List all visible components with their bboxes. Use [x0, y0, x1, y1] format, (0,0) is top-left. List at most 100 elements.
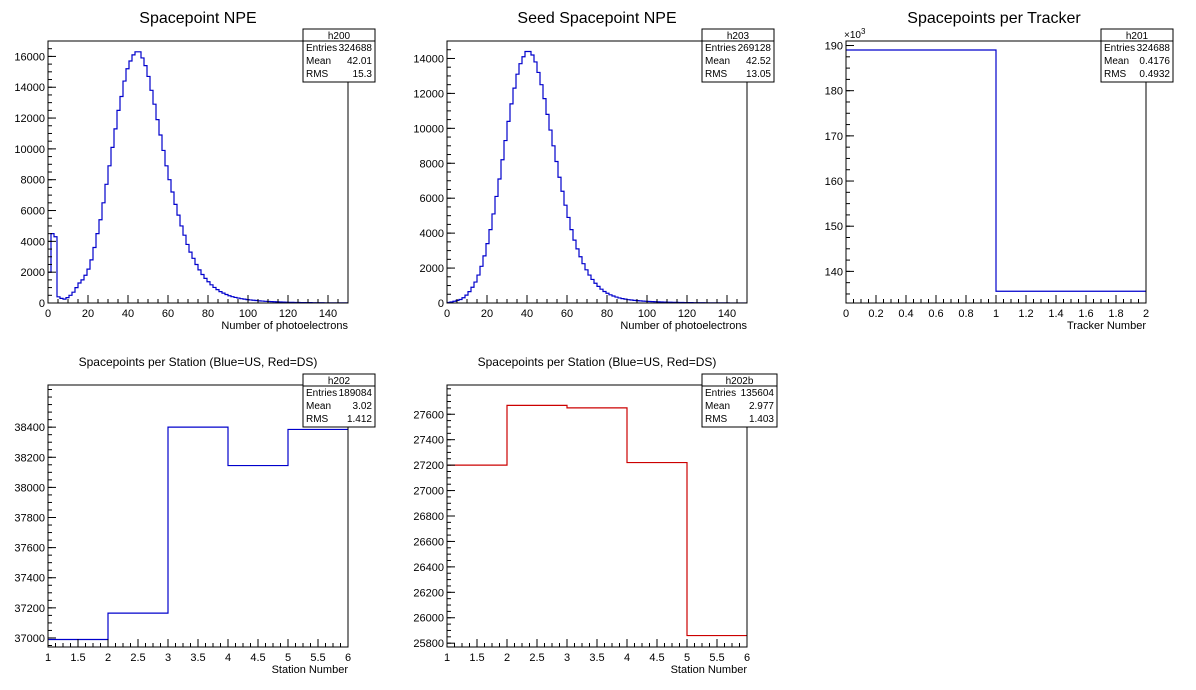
x-tick-label: 0 [45, 308, 51, 320]
stats-histogram-name: h202 [328, 376, 351, 387]
chart-title: Spacepoints per Station (Blue=US, Red=DS… [478, 355, 717, 369]
x-tick-label: 80 [202, 308, 214, 320]
x-tick-label: 4 [225, 652, 231, 664]
x-tick-label: 4 [624, 652, 630, 664]
y-tick-label: 0 [39, 298, 45, 310]
y-tick-label: 14000 [14, 82, 45, 94]
stats-label: Mean [705, 56, 730, 67]
stats-value: 135604 [741, 388, 775, 399]
stats-value: 42.52 [746, 56, 771, 67]
y-tick-label: 150 [825, 221, 843, 233]
x-tick-label: 20 [481, 308, 493, 320]
stats-label: RMS [705, 69, 728, 80]
y-tick-label: 170 [825, 131, 843, 143]
y-tick-label: 16000 [14, 51, 45, 63]
x-tick-label: 80 [601, 308, 613, 320]
x-tick-label: 0.2 [868, 308, 883, 320]
x-tick-label: 3.5 [589, 652, 604, 664]
x-tick-label: 1.2 [1018, 308, 1033, 320]
y-tick-label: 6000 [21, 206, 45, 218]
x-tick-label: 0 [444, 308, 450, 320]
stats-value: 189084 [339, 388, 373, 399]
y-tick-label: 4000 [420, 228, 444, 240]
stats-value: 324688 [1137, 43, 1171, 54]
y-tick-label: 180 [825, 86, 843, 98]
y-tick-label: 12000 [413, 88, 444, 100]
x-tick-label: 0.6 [928, 308, 943, 320]
x-axis-title: Station Number [272, 664, 349, 676]
stats-label: Mean [306, 56, 331, 67]
stats-label: Mean [705, 401, 730, 412]
x-tick-label: 5 [684, 652, 690, 664]
x-tick-label: 5.5 [310, 652, 325, 664]
y-tick-label: 37600 [14, 543, 45, 555]
x-tick-label: 60 [162, 308, 174, 320]
x-tick-label: 2 [105, 652, 111, 664]
stats-value: 42.01 [347, 56, 372, 67]
x-tick-label: 6 [345, 652, 351, 664]
stats-label: RMS [705, 414, 728, 425]
x-tick-label: 120 [678, 308, 696, 320]
x-tick-label: 0 [843, 308, 849, 320]
stats-value: 13.05 [746, 69, 771, 80]
x-tick-label: 4.5 [649, 652, 664, 664]
x-tick-label: 1.5 [469, 652, 484, 664]
y-tick-label: 27000 [413, 486, 444, 498]
stats-value: 324688 [339, 43, 373, 54]
y-tick-label: 8000 [21, 175, 45, 187]
stats-histogram-name: h200 [328, 31, 351, 42]
x-tick-label: 40 [521, 308, 533, 320]
y-tick-label: 6000 [420, 193, 444, 205]
y-tick-label: 37800 [14, 513, 45, 525]
stats-label: Entries [705, 43, 736, 54]
x-tick-label: 0.8 [958, 308, 973, 320]
y-tick-label: 26800 [413, 511, 444, 523]
stats-label: Entries [1104, 43, 1135, 54]
chart-title: Spacepoints per Tracker [907, 10, 1081, 27]
x-tick-label: 1 [45, 652, 51, 664]
y-tick-label: 37200 [14, 603, 45, 615]
histogram-series [447, 404, 747, 637]
y-tick-label: 26600 [413, 536, 444, 548]
stats-label: Entries [705, 388, 736, 399]
chart-title: Spacepoints per Station (Blue=US, Red=DS… [79, 355, 318, 369]
chart-title: Spacepoint NPE [139, 10, 256, 27]
chart-title: Seed Spacepoint NPE [517, 10, 676, 27]
stats-histogram-name: h201 [1126, 31, 1149, 42]
y-tick-label: 26000 [413, 613, 444, 625]
stats-value: 0.4176 [1139, 56, 1170, 67]
stats-label: RMS [1104, 69, 1127, 80]
x-tick-label: 140 [319, 308, 337, 320]
x-tick-label: 5 [285, 652, 291, 664]
stats-value: 0.4932 [1139, 69, 1170, 80]
x-tick-label: 40 [122, 308, 134, 320]
y-tick-label: 140 [825, 266, 843, 278]
stats-histogram-name: h202b [726, 376, 754, 387]
x-axis-title: Number of photoelectrons [221, 320, 348, 332]
x-tick-label: 120 [279, 308, 297, 320]
stats-label: Mean [1104, 56, 1129, 67]
histogram-series [846, 49, 1146, 292]
x-tick-label: 4.5 [250, 652, 265, 664]
histogram-series [48, 426, 348, 641]
stats-label: Entries [306, 43, 337, 54]
y-tick-label: 38400 [14, 422, 45, 434]
y-tick-label: 38000 [14, 482, 45, 494]
y-tick-label: 25800 [413, 638, 444, 650]
y-tick-label: 27200 [413, 460, 444, 472]
y-tick-label: 12000 [14, 113, 45, 125]
x-tick-label: 140 [718, 308, 736, 320]
stats-label: RMS [306, 414, 329, 425]
stats-label: RMS [306, 69, 329, 80]
stats-value: 2.977 [749, 401, 774, 412]
x-tick-label: 3 [564, 652, 570, 664]
histogram-series [447, 50, 747, 303]
y-tick-label: 37000 [14, 633, 45, 645]
y-tick-label: 2000 [21, 267, 45, 279]
x-tick-label: 0.4 [898, 308, 913, 320]
y-tick-label: 190 [825, 41, 843, 53]
y-tick-label: 8000 [420, 158, 444, 170]
y-tick-label: 160 [825, 176, 843, 188]
histogram-panel-3: Spacepoints per Tracker 0 0.2 0.4 0.6 0.8 1 1.2… [825, 10, 1174, 332]
